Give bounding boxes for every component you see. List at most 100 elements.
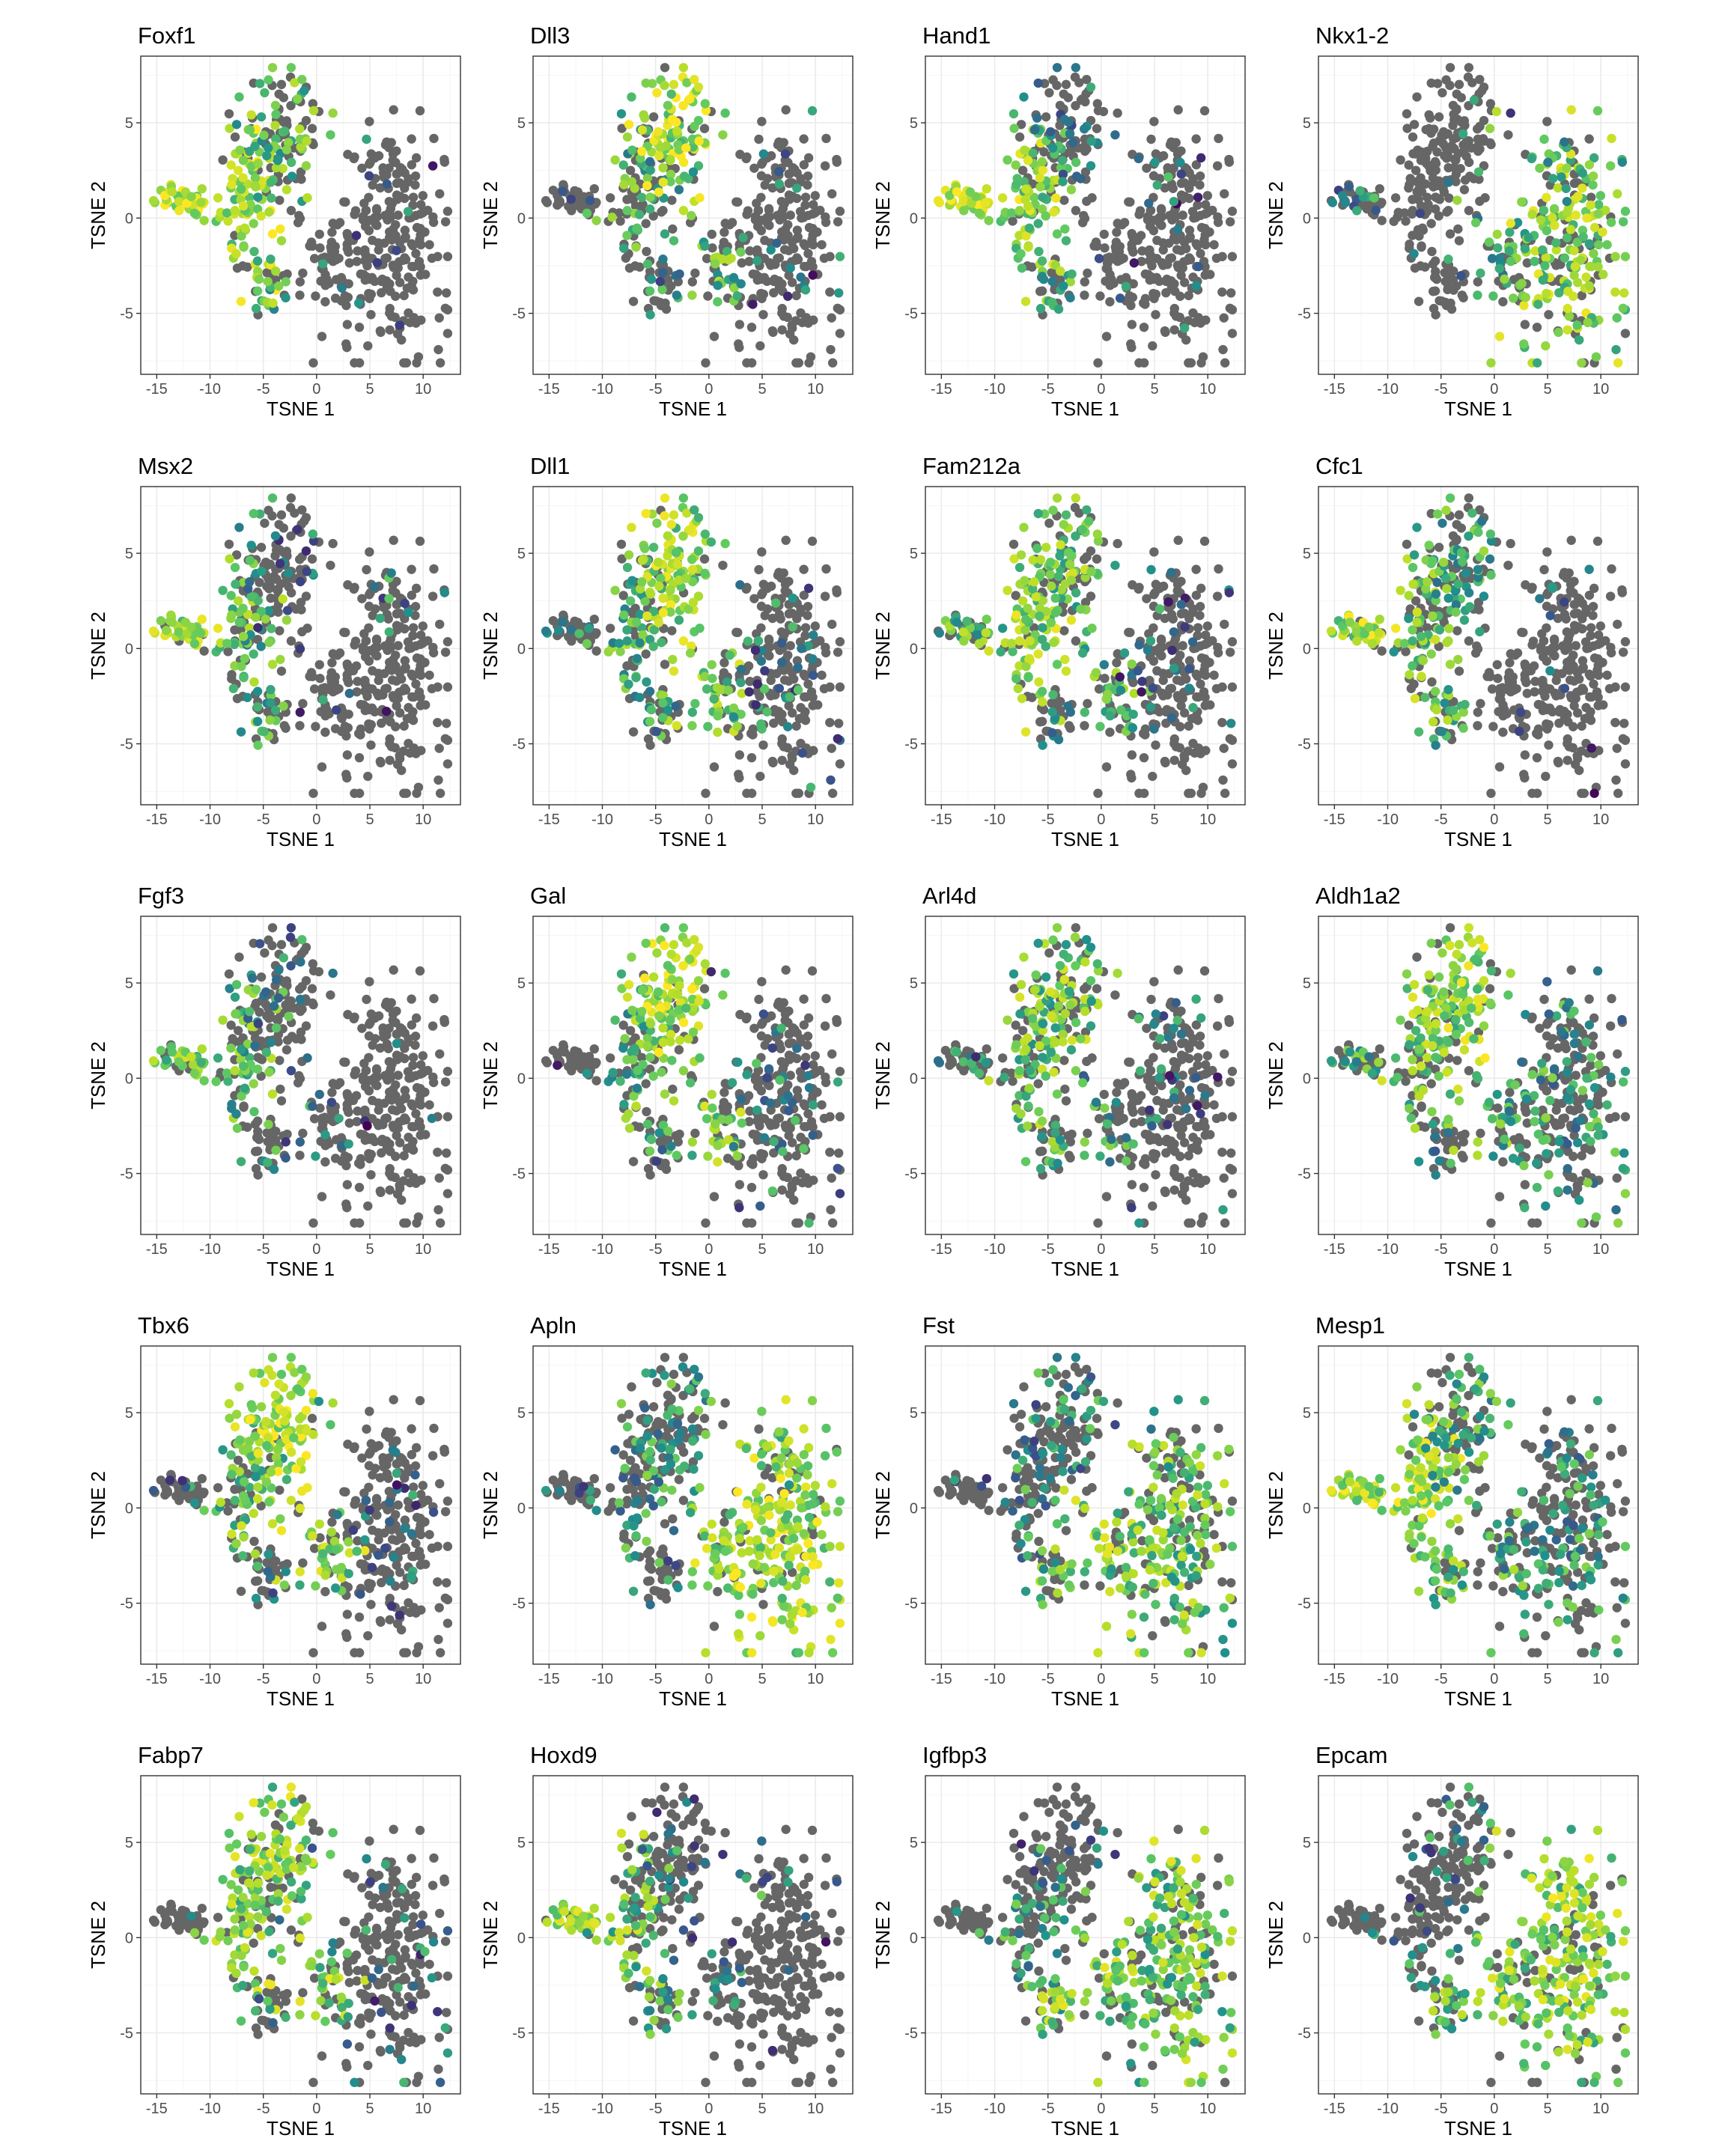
cell-point-expressed xyxy=(1617,157,1628,167)
cell-point xyxy=(1163,690,1172,700)
cell-point-expressed xyxy=(1020,296,1031,306)
cell-point xyxy=(764,634,774,645)
cell-point-expressed xyxy=(1613,189,1622,199)
cell-point xyxy=(392,692,403,702)
cell-point xyxy=(589,183,599,194)
cell-point xyxy=(1618,648,1628,657)
cell-point-expressed xyxy=(668,654,678,665)
cell-point xyxy=(1149,623,1158,633)
cell-point xyxy=(371,204,382,214)
cell-point-expressed xyxy=(996,647,1006,657)
cell-point-expressed xyxy=(760,666,770,676)
cell-point-expressed xyxy=(1166,567,1176,577)
cell-point xyxy=(1193,200,1202,210)
cell-point-expressed xyxy=(695,193,705,203)
y-tick-label: 0 xyxy=(517,641,526,657)
cell-point xyxy=(630,201,641,211)
cell-point-expressed xyxy=(558,186,568,196)
cell-point-expressed xyxy=(1491,106,1502,117)
cell-point-expressed xyxy=(1560,683,1570,693)
cell-point-expressed xyxy=(771,598,781,608)
cell-point xyxy=(1111,246,1121,256)
cell-point-expressed xyxy=(302,567,311,576)
cell-point-expressed xyxy=(1577,358,1586,368)
cell-point xyxy=(1544,310,1554,320)
cell-point xyxy=(1451,154,1461,165)
cell-point-expressed xyxy=(1460,699,1470,710)
cell-point xyxy=(1160,326,1170,336)
cell-point-expressed xyxy=(1584,159,1595,170)
cell-point-expressed xyxy=(1053,571,1064,582)
cell-point xyxy=(363,341,373,351)
cell-point xyxy=(1426,78,1436,88)
cell-point-expressed xyxy=(1327,198,1338,207)
cell-point-expressed xyxy=(637,147,647,156)
cell-point-expressed xyxy=(648,542,659,552)
cell-point-expressed xyxy=(1494,264,1505,273)
cell-point-expressed xyxy=(618,160,628,170)
cell-point xyxy=(781,105,791,115)
cell-point-expressed xyxy=(1464,531,1473,541)
cell-point xyxy=(1443,162,1453,173)
cell-point-expressed xyxy=(1485,529,1496,539)
cell-point xyxy=(1423,125,1433,135)
cell-point xyxy=(1554,707,1564,717)
cell-point-expressed xyxy=(982,614,991,624)
cell-point-expressed xyxy=(743,636,753,646)
cell-point xyxy=(1569,178,1580,189)
cell-point xyxy=(364,623,374,633)
cell-point xyxy=(1195,180,1205,190)
cell-point xyxy=(442,719,451,728)
cell-point xyxy=(274,89,284,99)
cell-point xyxy=(1414,296,1424,306)
cell-point-expressed xyxy=(1451,607,1461,617)
cell-point-expressed xyxy=(1396,585,1405,595)
cell-point-expressed xyxy=(732,722,742,731)
cell-point xyxy=(395,708,405,718)
cell-point xyxy=(408,285,419,295)
cell-point xyxy=(286,493,296,503)
cell-point xyxy=(1168,614,1178,624)
cell-point xyxy=(1611,775,1621,785)
cell-point xyxy=(779,311,789,321)
cell-point-expressed xyxy=(1196,153,1206,163)
cell-point-expressed xyxy=(693,82,704,92)
cell-point xyxy=(1427,246,1437,257)
cell-point xyxy=(349,584,359,594)
cell-point-expressed xyxy=(238,603,248,613)
cell-point-expressed xyxy=(1137,686,1146,697)
cell-point xyxy=(364,719,374,729)
cell-point-expressed xyxy=(1485,554,1495,564)
cell-point xyxy=(648,112,659,122)
cell-point xyxy=(309,684,320,694)
cell-point-expressed xyxy=(1560,137,1569,147)
cell-point-expressed xyxy=(213,193,223,203)
cell-point xyxy=(378,690,388,700)
cell-point-expressed xyxy=(1152,180,1162,190)
cell-point xyxy=(1105,296,1115,307)
cell-point xyxy=(800,630,810,641)
cell-point xyxy=(1178,641,1187,651)
cell-point-expressed xyxy=(384,627,395,637)
cell-point-expressed xyxy=(1079,124,1089,134)
cell-point-expressed xyxy=(674,615,684,625)
cell-point-expressed xyxy=(238,201,249,211)
cell-point-expressed xyxy=(684,174,693,183)
cell-point-expressed xyxy=(1017,693,1027,704)
x-tick-label: 5 xyxy=(1150,811,1158,828)
cell-point-expressed xyxy=(167,187,177,197)
cell-point xyxy=(731,627,741,637)
cell-point xyxy=(353,246,362,256)
x-tick-label: 0 xyxy=(312,811,320,828)
cell-point xyxy=(420,657,430,668)
cell-point xyxy=(1472,124,1482,134)
cell-point xyxy=(737,258,746,268)
cell-point xyxy=(1074,78,1084,88)
y-tick-label: -5 xyxy=(120,737,133,753)
cell-point xyxy=(384,196,395,207)
y-tick-label: -5 xyxy=(512,306,526,323)
y-tick-label: -5 xyxy=(904,306,918,323)
y-tick-label: -5 xyxy=(512,737,526,753)
x-tick-label: 5 xyxy=(1150,381,1158,398)
x-tick-label: -10 xyxy=(1377,381,1399,398)
